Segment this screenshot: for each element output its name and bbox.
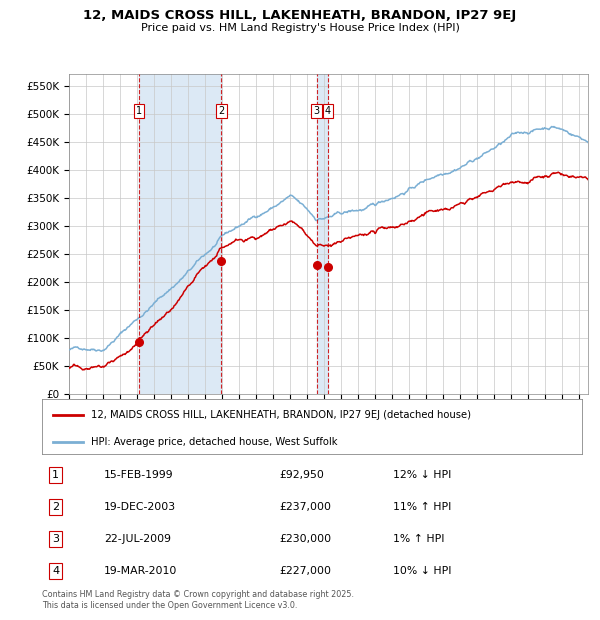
Text: 19-MAR-2010: 19-MAR-2010: [104, 565, 178, 575]
Text: 15-FEB-1999: 15-FEB-1999: [104, 471, 174, 480]
Text: 1: 1: [52, 471, 59, 480]
Text: £227,000: £227,000: [280, 565, 332, 575]
Text: 12% ↓ HPI: 12% ↓ HPI: [393, 471, 451, 480]
Text: 22-JUL-2009: 22-JUL-2009: [104, 534, 171, 544]
Text: 10% ↓ HPI: 10% ↓ HPI: [393, 565, 452, 575]
Text: Price paid vs. HM Land Registry's House Price Index (HPI): Price paid vs. HM Land Registry's House …: [140, 23, 460, 33]
Text: 2: 2: [218, 106, 224, 116]
Text: £230,000: £230,000: [280, 534, 332, 544]
Text: Contains HM Land Registry data © Crown copyright and database right 2025.: Contains HM Land Registry data © Crown c…: [42, 590, 354, 600]
Text: 1: 1: [136, 106, 142, 116]
Text: 4: 4: [325, 106, 331, 116]
Bar: [139, 74, 221, 394]
Bar: [317, 74, 328, 394]
Text: 11% ↑ HPI: 11% ↑ HPI: [393, 502, 451, 512]
Text: HPI: Average price, detached house, West Suffolk: HPI: Average price, detached house, West…: [91, 437, 337, 447]
Text: £92,950: £92,950: [280, 471, 325, 480]
Text: 3: 3: [52, 534, 59, 544]
Text: 19-DEC-2003: 19-DEC-2003: [104, 502, 176, 512]
Text: This data is licensed under the Open Government Licence v3.0.: This data is licensed under the Open Gov…: [42, 601, 298, 611]
Text: 4: 4: [52, 565, 59, 575]
Text: 2: 2: [52, 502, 59, 512]
Text: 3: 3: [314, 106, 320, 116]
Text: 12, MAIDS CROSS HILL, LAKENHEATH, BRANDON, IP27 9EJ: 12, MAIDS CROSS HILL, LAKENHEATH, BRANDO…: [83, 9, 517, 22]
Text: 1% ↑ HPI: 1% ↑ HPI: [393, 534, 445, 544]
Text: 12, MAIDS CROSS HILL, LAKENHEATH, BRANDON, IP27 9EJ (detached house): 12, MAIDS CROSS HILL, LAKENHEATH, BRANDO…: [91, 410, 470, 420]
Text: £237,000: £237,000: [280, 502, 332, 512]
